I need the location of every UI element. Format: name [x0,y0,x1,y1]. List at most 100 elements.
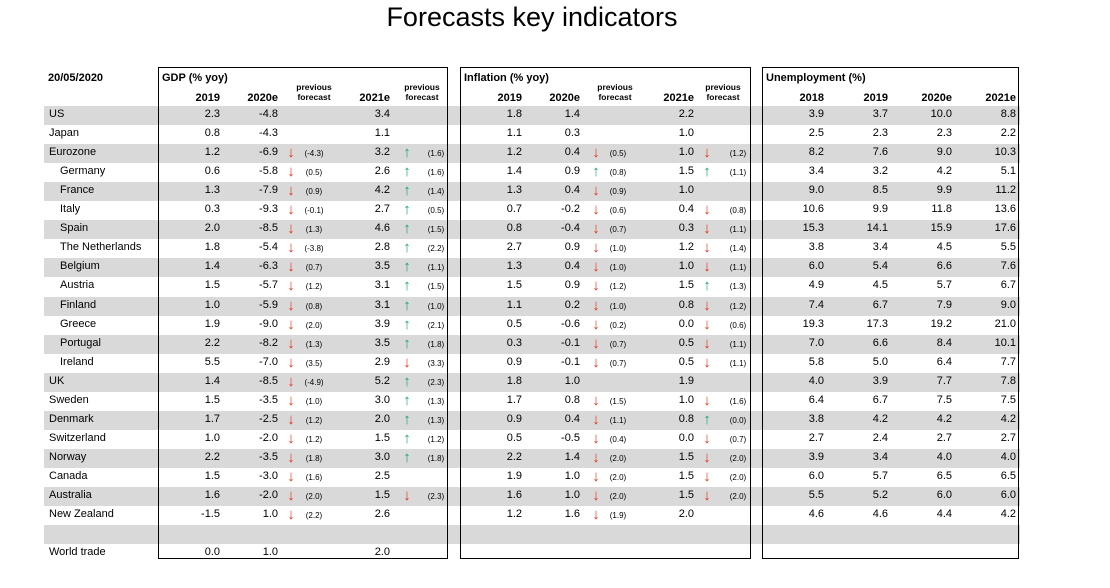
row-band [44,182,1020,202]
prev-forecast-word: previous [705,82,741,92]
arrow-down-icon: ↓ [703,258,711,276]
inflation-prev-forecast-1: (0.2) [609,320,627,330]
gdp-value-3: 3.1 [374,279,390,292]
gdp-value-1: 0.8 [204,127,220,140]
gdp-section-title: GDP (% yoy) [162,72,228,84]
unemployment-value-4: 5.1 [1000,165,1016,178]
gdp-value-2: -2.0 [259,489,278,501]
inflation-value-1: 1.1 [506,127,522,140]
gdp-value-1: 2.3 [204,108,220,120]
inflation-value-1: 0.5 [506,431,522,444]
unemployment-value-3: 11.8 [931,203,952,216]
unemployment-value-2: 5.0 [872,355,888,368]
gdp-value-1: 5.5 [204,355,220,368]
gdp-value-1: 1.4 [204,374,220,387]
gdp-value-1: 0.3 [204,203,220,216]
unemployment-value-4: 4.2 [1000,412,1016,425]
unemployment-value-1: 7.0 [808,336,824,349]
country-label: US [49,108,65,120]
arrow-down-icon: ↓ [592,391,600,409]
country-label: UK [49,374,65,387]
inflation-value-1: 2.7 [506,241,522,254]
unemployment-value-1: 4.9 [808,279,824,292]
inflation-prev-forecast-1: (0.6) [609,206,627,216]
country-label: Belgium [60,260,100,273]
unemployment-value-3: 7.9 [936,298,952,311]
country-label: Switzerland [49,431,106,444]
gdp-value-3: 4.2 [374,184,390,197]
page-title: Forecasts key indicators [386,2,678,32]
unemployment-value-3: 7.7 [936,374,952,387]
inflation-value-3: 1.0 [678,393,694,406]
unemployment-value-2: 2.3 [872,127,888,140]
inflation-prev-forecast-1: (1.0) [609,263,627,273]
inflation-value-3: 0.3 [678,222,694,235]
gdp-value-1: 1.5 [204,393,220,406]
arrow-down-icon: ↓ [287,487,295,504]
gdp-prev-forecast-1: (1.2) [305,434,323,444]
inflation-value-3: 1.2 [678,241,694,254]
country-label: Austria [60,279,95,292]
gdp-value-1: 2.2 [204,450,220,463]
inflation-value-1: 0.7 [506,203,522,216]
country-label: Sweden [49,393,89,406]
unemployment-value-1: 3.8 [808,412,824,425]
arrow-down-icon: ↓ [287,334,295,352]
gdp-value-2: 1.0 [262,508,278,521]
arrow-up-icon: ↑ [403,163,411,181]
arrow-down-icon: ↓ [287,163,295,181]
inflation-panel [460,67,751,559]
inflation-value-2: 0.4 [564,412,580,425]
country-label: Eurozone [49,146,97,159]
arrow-down-icon: ↓ [287,277,295,295]
row-band [44,410,1020,430]
gdp-value-1: 1.6 [204,489,220,501]
arrow-up-icon: ↑ [403,391,411,409]
inflation-value-2: 1.0 [564,374,580,387]
arrow-down-icon: ↓ [592,201,600,219]
inflation-prev-forecast-1: (1.2) [609,282,627,292]
arrow-down-icon: ↓ [592,334,600,352]
gdp-value-3: 3.5 [374,336,390,349]
unemployment-value-4: 6.7 [1000,279,1016,292]
arrow-down-icon: ↓ [287,410,295,428]
arrow-down-icon: ↓ [703,353,711,371]
gdp-value-2: -7.9 [259,184,278,197]
gdp-prev-forecast-2: (1.3) [427,415,445,425]
arrow-down-icon: ↓ [703,315,711,333]
inflation-prev-forecast-2: (1.3) [729,282,747,292]
country-label: Canada [49,469,88,482]
inflation-prev-forecast-1: (2.0) [609,492,627,501]
inflation-prev-forecast-1: (1.0) [609,301,627,311]
gdp-prev-forecast-1: (1.3) [305,225,323,235]
arrow-down-icon: ↓ [592,506,600,524]
gdp-prev-forecast-1: (0.7) [305,263,323,273]
arrow-down-icon: ↓ [703,201,711,219]
gdp-prev-forecast-2: (1.8) [427,453,445,463]
gdp-value-2: -2.0 [259,431,278,444]
arrow-down-icon: ↓ [592,258,600,276]
prev-forecast-word: forecast [405,92,439,102]
gdp-value-2: -6.3 [259,260,278,273]
country-label: Finland [60,298,97,311]
unemployment-value-1: 2.7 [808,431,824,444]
arrow-up-icon: ↑ [592,163,600,181]
gdp-prev-forecast-header-1: previous forecast [290,82,338,102]
inflation-value-1: 1.2 [506,508,522,521]
row-band [44,487,1020,506]
unemployment-col-header-2019: 2019 [863,92,888,104]
gdp-prev-forecast-1: (-3.8) [304,244,324,254]
arrow-down-icon: ↓ [592,467,600,485]
gdp-value-2: -9.0 [259,317,278,330]
inflation-value-1: 1.6 [506,489,522,501]
inflation-value-3: 0.8 [678,298,694,311]
inflation-prev-forecast-2: (1.1) [729,263,747,273]
arrow-down-icon: ↓ [592,220,600,238]
unemployment-value-3: 7.5 [936,393,952,406]
inflation-prev-forecast-1: (0.7) [609,358,627,368]
inflation-value-1: 1.8 [506,108,522,120]
unemployment-value-1: 9.0 [808,184,824,197]
inflation-value-3: 0.0 [678,431,694,444]
unemployment-value-3: 6.4 [936,355,952,368]
prev-forecast-word: previous [597,82,633,92]
